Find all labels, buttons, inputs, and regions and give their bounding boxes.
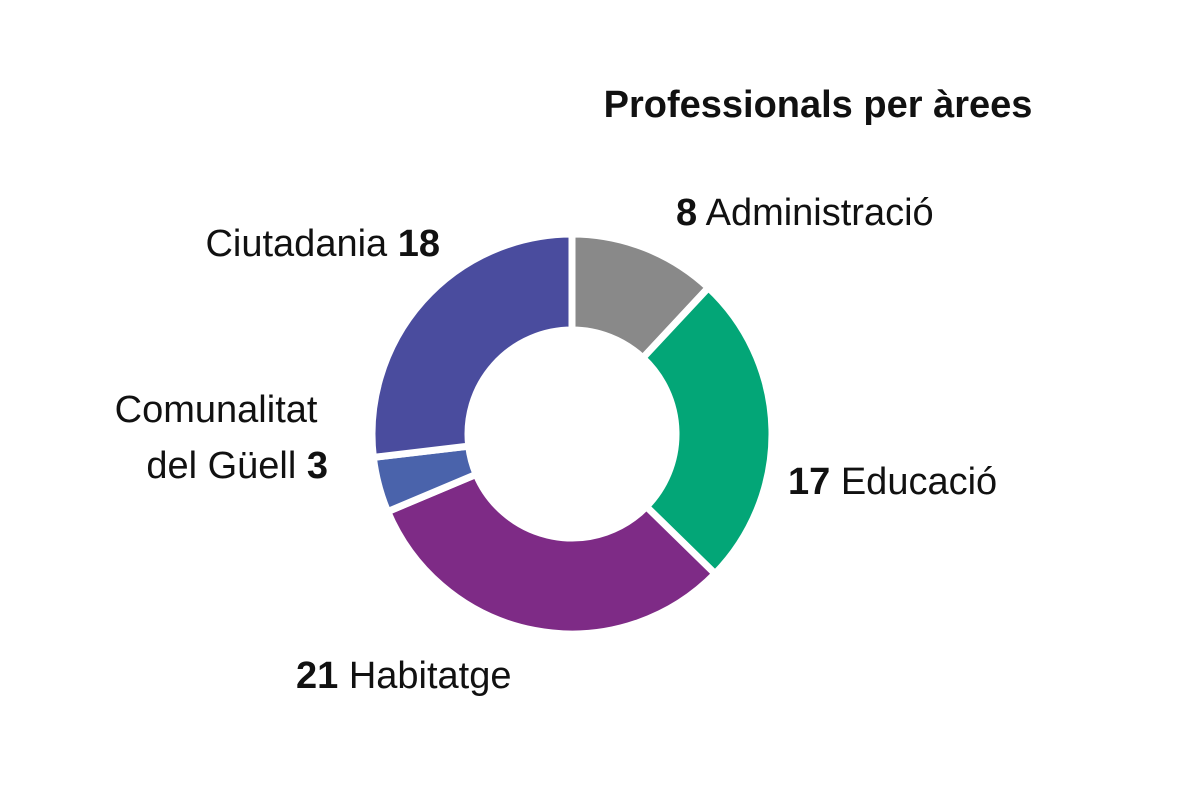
slice-label-ciutadania: Ciutadania 18 — [205, 223, 440, 265]
slice-name-comunalitat-line2: del Güell — [146, 445, 307, 487]
slice-value-educacio: 17 — [788, 461, 830, 503]
slice-label-educacio: 17 Educació — [788, 461, 997, 503]
slice-name-ciutadania: Ciutadania — [205, 223, 397, 265]
slice-name-habitatge: Habitatge — [338, 655, 511, 697]
chart-title: Professionals per àrees — [604, 84, 1033, 126]
slice-value-administracio: 8 — [676, 192, 697, 234]
donut-slices — [368, 230, 776, 638]
slice-name-comunalitat-line1: Comunalitat — [115, 389, 318, 431]
slice-label-administracio: 8 Administració — [676, 192, 934, 234]
slice-label-habitatge: 21 Habitatge — [296, 655, 512, 697]
slice-educacio — [637, 282, 776, 579]
slice-value-comunalitat: 3 — [307, 445, 328, 487]
slice-name-educacio: Educació — [830, 461, 997, 503]
slice-value-habitatge: 21 — [296, 655, 338, 697]
slice-value-ciutadania: 18 — [398, 223, 440, 265]
slice-label-comunalitat: Comunalitat del Güell 3 — [115, 389, 328, 487]
slice-label-comunalitat-line2: del Güell 3 — [146, 445, 328, 487]
slice-habitatge — [383, 469, 721, 638]
slice-name-administracio: Administració — [697, 192, 934, 234]
slice-ciutadania — [368, 230, 576, 462]
